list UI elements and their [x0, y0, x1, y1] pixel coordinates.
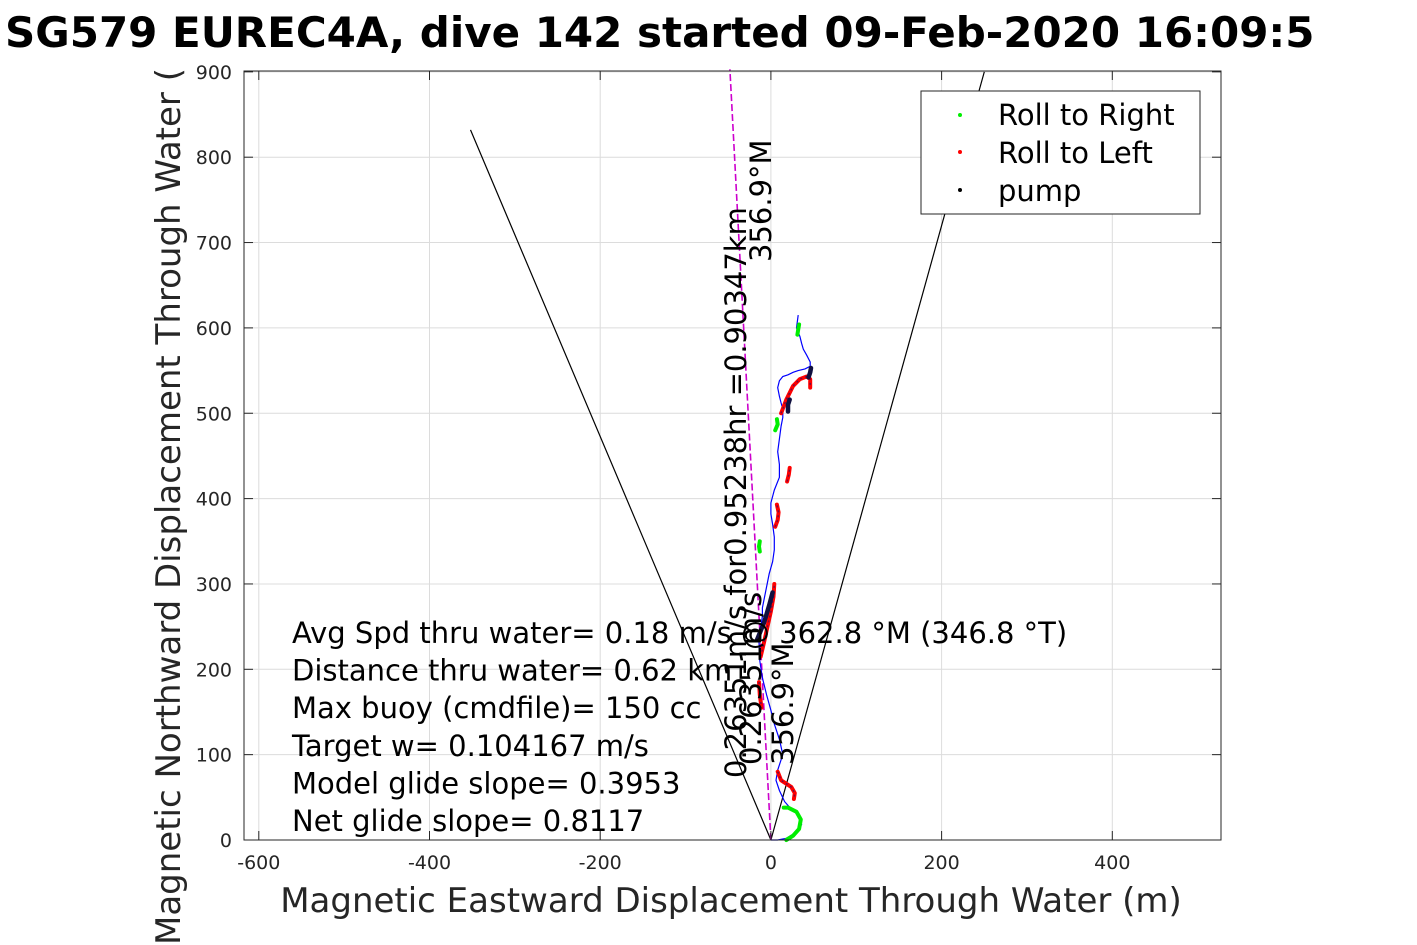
- roll-left-segment-overlay: [786, 467, 791, 482]
- lower-annotation-line2: 356.9°M: [766, 642, 800, 765]
- chart-title: SG579 EUREC4A, dive 142 started 09-Feb-2…: [5, 8, 1314, 57]
- y-tick-label: 700: [196, 233, 232, 255]
- roll-segments: [754, 322, 814, 842]
- stats-block: Avg Spd thru water= 0.18 m/s @ 362.8 °M …: [291, 616, 1067, 838]
- legend-label-roll-left: Roll to Left: [998, 136, 1153, 170]
- y-tick-label: 200: [196, 659, 232, 681]
- legend-box: [920, 90, 1201, 215]
- y-tick-label: 400: [196, 489, 232, 511]
- stat-line: Distance thru water= 0.62 km: [292, 654, 732, 688]
- pump-segment: [785, 397, 792, 414]
- x-tick-label: -400: [408, 852, 451, 874]
- x-tick-label: 0: [765, 852, 777, 874]
- legend-marker-roll-left: [958, 150, 962, 154]
- legend-marker-pump: [958, 188, 962, 192]
- pump-segment: [754, 590, 775, 642]
- stat-line: Net glide slope= 0.8117: [292, 804, 644, 838]
- heading-line-group: [729, 69, 772, 841]
- stat-line: Model glide slope= 0.3953: [292, 766, 680, 800]
- y-tick-label: 800: [196, 147, 232, 169]
- stat-line: Max buoy (cmdfile)= 150 cc: [292, 691, 701, 725]
- plot-frame: [243, 70, 1222, 841]
- y-tick-labels: 0 100 200 300 400 500 600 700 800 900: [196, 62, 232, 852]
- legend: Roll to Right Roll to Left pump: [920, 90, 1201, 215]
- y-axis-label: Magnetic Northward Displacement Through …: [149, 68, 189, 945]
- heading-annotation-line1: 0.26351m/s for0.95238hr =0.90347km: [719, 207, 753, 778]
- x-tick-label: -200: [579, 852, 622, 874]
- axis-ticks: [244, 71, 1221, 841]
- legend-label-pump: pump: [998, 174, 1081, 208]
- pump-segment: [806, 365, 814, 380]
- roll-right-segment: [773, 417, 780, 433]
- roll-right-segment: [795, 322, 802, 337]
- legend-marker-roll-right: [958, 113, 962, 117]
- y-tick-label: 300: [196, 574, 232, 596]
- stat-line: Avg Spd thru water= 0.18 m/s @ 362.8 °M …: [292, 616, 1067, 650]
- y-tick-label: 0: [220, 830, 232, 852]
- roll-left-segment-overlay: [780, 375, 811, 414]
- x-tick-label: -600: [237, 852, 280, 874]
- y-tick-label: 100: [196, 745, 232, 767]
- x-axis-label: Magnetic Eastward Displacement Through W…: [280, 881, 1182, 921]
- y-tick-label: 900: [196, 62, 232, 84]
- y-tick-label: 500: [196, 403, 232, 425]
- roll-left-segment-overlay: [774, 504, 780, 528]
- heading-line: [729, 69, 772, 841]
- x-tick-labels: -600 -400 -200 0 200 400: [237, 852, 1130, 874]
- cone-line: [469, 129, 772, 841]
- lower-annotation-line1: 0.26351m/s: [734, 592, 768, 765]
- dive-track: [758, 315, 811, 841]
- heading-annotation-line2: 356.9°M: [744, 139, 778, 262]
- stat-line: Target w= 0.104167 m/s: [291, 729, 649, 763]
- x-tick-label: 200: [923, 852, 959, 874]
- x-tick-label: 400: [1094, 852, 1130, 874]
- track-line: [758, 315, 811, 841]
- y-tick-label: 600: [196, 318, 232, 340]
- roll-right-segment: [781, 805, 803, 842]
- roll-left-segment-overlay: [758, 682, 763, 708]
- legend-label-roll-right: Roll to Right: [998, 98, 1175, 132]
- roll-left-segment: [775, 769, 797, 801]
- roll-right-segment: [757, 539, 762, 554]
